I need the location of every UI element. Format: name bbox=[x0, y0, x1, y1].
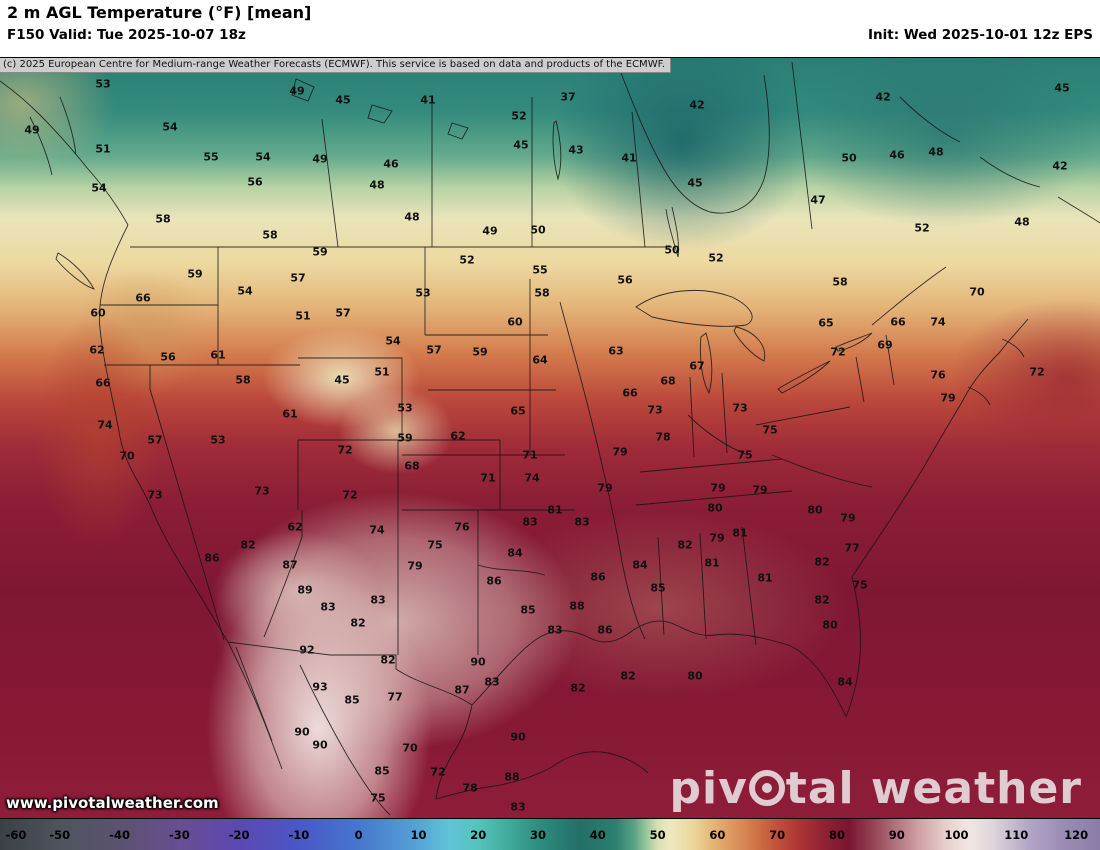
colorbar-tick-label: 10 bbox=[410, 828, 427, 842]
valid-time-label: F150 Valid: Tue 2025-10-07 18z bbox=[7, 27, 246, 43]
brand-text-left: piv bbox=[669, 763, 748, 814]
colorbar-tick-label: 70 bbox=[769, 828, 786, 842]
colorbar-tick-label: 20 bbox=[470, 828, 487, 842]
pivotal-logo-o-icon bbox=[748, 770, 785, 806]
colorbar: -60 -50 -40 -30 -20 -10 0 10 20 30 40 50 60 70 80 90 100… bbox=[0, 818, 1100, 850]
colorbar-tick-label: -50 bbox=[49, 828, 71, 842]
colorbar-tick-label: 60 bbox=[709, 828, 726, 842]
colorbar-tick-label: -40 bbox=[109, 828, 130, 842]
colorbar-tick-label: 40 bbox=[589, 828, 606, 842]
colorbar-tick-label: -20 bbox=[228, 828, 250, 842]
colorbar-tick-label: 80 bbox=[828, 828, 845, 842]
copyright-strip: (c) 2025 European Centre for Medium-rang… bbox=[0, 58, 671, 73]
colorbar-tick-label: 30 bbox=[530, 828, 547, 842]
colorbar-tick-label: -60 bbox=[5, 828, 27, 842]
colorbar-tick-label: 50 bbox=[649, 828, 666, 842]
header: 2 m AGL Temperature (°F) [mean] F150 Val… bbox=[0, 0, 1100, 57]
colorbar-tick-label: 110 bbox=[1004, 828, 1029, 842]
temperature-map bbox=[0, 57, 1100, 819]
header-subrow: F150 Valid: Tue 2025-10-07 18z Init: Wed… bbox=[7, 27, 1093, 43]
colorbar-tick-label: 100 bbox=[944, 828, 969, 842]
colorbar-tick-label: -10 bbox=[288, 828, 310, 842]
colorbar-tick-label: -30 bbox=[168, 828, 190, 842]
colorbar-tick-label: 90 bbox=[888, 828, 905, 842]
colorbar-tick-label: 120 bbox=[1064, 828, 1089, 842]
init-time-label: Init: Wed 2025-10-01 12z EPS bbox=[868, 27, 1093, 43]
site-url: www.pivotalweather.com bbox=[6, 794, 219, 812]
colorbar-tick-label: 0 bbox=[354, 828, 363, 842]
pivotal-weather-watermark: piv tal weather bbox=[670, 763, 1082, 814]
page-title: 2 m AGL Temperature (°F) [mean] bbox=[7, 3, 312, 22]
brand-text-right: tal weather bbox=[785, 763, 1082, 814]
